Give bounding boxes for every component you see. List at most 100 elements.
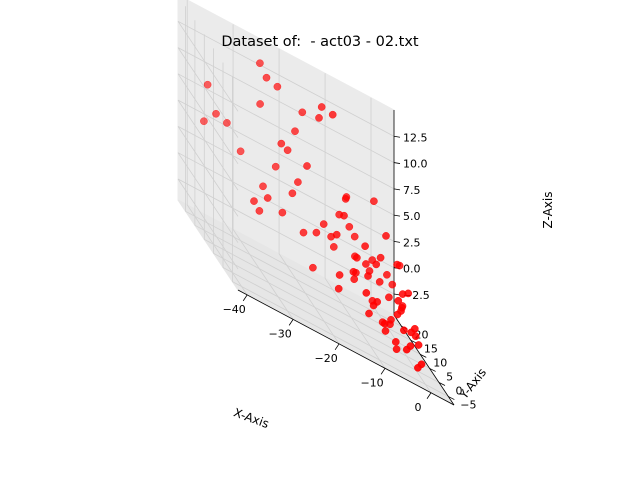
y-grid-line: [222, 62, 440, 383]
data-point: [291, 127, 299, 136]
y-tick-label: 15: [424, 342, 438, 355]
data-point: [407, 328, 416, 337]
data-point: [393, 310, 402, 319]
data-point: [362, 260, 370, 268]
data-point: [369, 301, 378, 310]
data-point: [298, 108, 307, 117]
z-tick-label: 0.0: [403, 263, 421, 276]
data-point: [335, 271, 344, 279]
x-tick-label: −40: [223, 303, 246, 316]
data-point: [263, 194, 272, 202]
chart-title: Dataset of: - act03 - 02.txt: [221, 34, 419, 50]
data-point: [332, 230, 341, 239]
data-point: [328, 110, 337, 119]
data-point: [212, 109, 220, 118]
data-point: [294, 178, 302, 186]
data-point: [278, 208, 287, 217]
z-tick: [393, 188, 401, 191]
data-point: [299, 228, 308, 237]
data-point: [340, 211, 348, 220]
data-point: [376, 253, 385, 262]
data-point: [361, 242, 369, 251]
data-point: [271, 162, 280, 171]
data-point: [353, 253, 361, 262]
data-point: [203, 80, 212, 89]
data-points: [200, 59, 426, 372]
y-tick-label: 10: [433, 356, 447, 369]
data-point: [381, 327, 390, 335]
data-point: [315, 114, 323, 122]
z-grid-line: [177, 99, 395, 216]
x-grid-line: [278, 48, 340, 345]
data-point: [391, 338, 400, 346]
x-tick: [426, 392, 432, 399]
z-grid-line: [177, 178, 395, 295]
x-grid-line: [232, 24, 294, 320]
data-point: [414, 341, 423, 349]
data-point: [236, 147, 245, 156]
data-point: [350, 232, 359, 241]
grid-lines: [177, 0, 449, 397]
y-tick: [429, 368, 436, 372]
x-tick-label: −30: [269, 327, 292, 340]
data-point: [200, 117, 208, 126]
data-point: [393, 260, 401, 269]
data-point: [375, 278, 384, 286]
y-grid-line: [231, 76, 449, 397]
y-tick: [438, 382, 446, 386]
data-point: [256, 59, 264, 68]
x-grid-line: [186, 0, 248, 296]
y-grid-line: [185, 6, 402, 327]
data-point: [262, 73, 271, 82]
data-point: [365, 309, 373, 318]
data-point: [385, 293, 393, 302]
data-point: [223, 119, 231, 127]
data-point: [303, 162, 311, 170]
x-tick-label: 0: [415, 401, 422, 414]
y-grid-line: [194, 20, 412, 341]
y-tick: [448, 396, 455, 400]
data-point: [312, 228, 321, 237]
data-point: [250, 197, 258, 205]
z-grid-line: [177, 47, 395, 163]
data-point: [273, 82, 282, 91]
z-grid-line: [177, 20, 395, 137]
data-point: [259, 182, 267, 191]
data-point: [288, 189, 297, 198]
z-tick: [393, 135, 401, 138]
data-point: [255, 207, 264, 215]
data-point: [394, 296, 403, 305]
data-point: [317, 103, 326, 111]
data-point: [334, 284, 343, 293]
data-point: [387, 315, 395, 324]
x-axis-line: [237, 289, 455, 406]
data-point: [256, 100, 264, 108]
x-tick: [288, 319, 294, 326]
data-point: [341, 195, 350, 203]
x-grid-line: [324, 73, 386, 369]
z-tick: [393, 214, 401, 217]
z-tick-label: 12.5: [403, 131, 428, 144]
z-tick: [393, 241, 401, 243]
y-tick-label: 0: [456, 385, 463, 398]
data-point: [383, 270, 391, 279]
data-point: [398, 290, 407, 298]
x-axis-label: X-Axis: [232, 405, 271, 431]
z-axis-label: Z-Axis: [541, 192, 555, 229]
y-tick-label: 5: [446, 370, 453, 383]
x-tick: [334, 343, 340, 351]
z-grid-line: [177, 73, 395, 190]
data-point: [350, 275, 359, 284]
x-tick-label: −20: [314, 352, 337, 365]
data-point: [414, 363, 422, 372]
z-tick-label: 2.5: [403, 236, 421, 249]
data-point: [382, 232, 390, 240]
data-point: [362, 289, 371, 297]
data-point: [277, 139, 286, 148]
z-tick-label: 7.5: [403, 184, 421, 197]
x-tick: [380, 368, 386, 375]
x-tick: [242, 294, 248, 302]
z-tick-label: 10.0: [403, 158, 428, 171]
data-point: [402, 345, 411, 354]
